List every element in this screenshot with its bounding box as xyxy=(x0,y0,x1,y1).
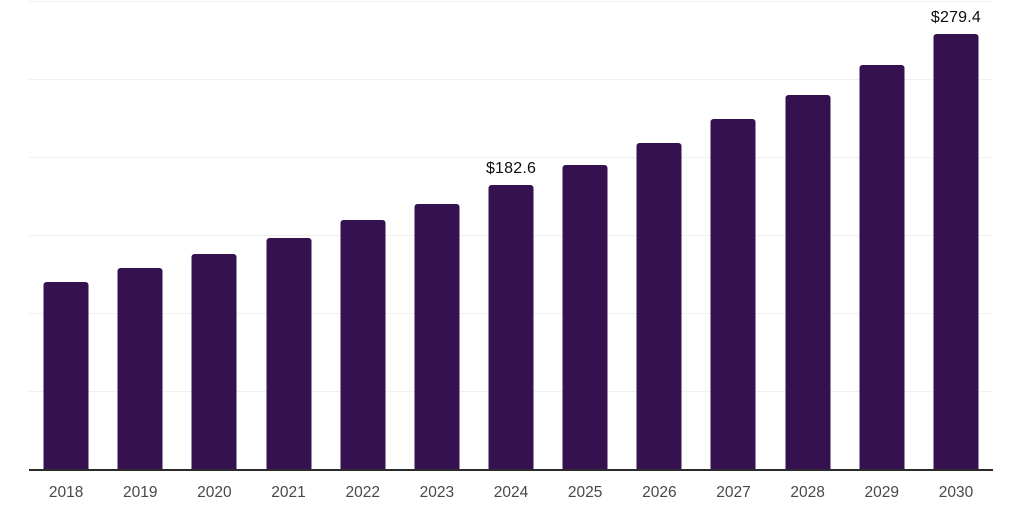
gridline-300 xyxy=(29,1,993,2)
band-2028 xyxy=(771,0,845,470)
band-2025 xyxy=(548,0,622,470)
band-2026 xyxy=(622,0,696,470)
band-2022 xyxy=(326,0,400,470)
band-2027 xyxy=(696,0,770,470)
x-tick-2028: 2028 xyxy=(790,484,825,501)
bar-2021 xyxy=(266,237,312,470)
band-2020 xyxy=(177,0,251,470)
gridline-250 xyxy=(29,79,993,80)
bar-2025 xyxy=(562,164,608,470)
band-2018 xyxy=(29,0,103,470)
x-tick-2024: 2024 xyxy=(493,484,529,501)
band-2024: $182.6 xyxy=(474,0,548,470)
x-axis-line xyxy=(29,469,993,471)
bar-2024 xyxy=(488,185,534,470)
x-axis-tick-labels: 2018 2019 2020 2021 2022 2023 2024 2025 2026 2027… xyxy=(29,470,993,512)
x-tick-2030: 2030 xyxy=(938,484,974,501)
bar-2023 xyxy=(414,204,460,470)
x-tick-2022: 2022 xyxy=(345,484,380,501)
bar-value-label-2030: $279.4 xyxy=(930,9,982,27)
bar-2026 xyxy=(636,143,682,470)
band-2021 xyxy=(251,0,325,470)
bar-2020 xyxy=(191,253,237,470)
band-2023 xyxy=(400,0,474,470)
bar-2028 xyxy=(785,94,831,470)
x-tick-2029: 2029 xyxy=(864,484,900,501)
bar-2029 xyxy=(859,65,905,470)
bars-container: $182.6 $279.4 xyxy=(29,0,993,470)
x-tick-2018: 2018 xyxy=(48,484,84,501)
x-tick-2027: 2027 xyxy=(716,484,751,501)
band-2030: $279.4 xyxy=(919,0,993,470)
plot-area: $182.6 $279.4 xyxy=(29,0,993,471)
x-tick-2023: 2023 xyxy=(419,484,455,501)
bar-2019 xyxy=(117,267,163,470)
x-tick-2025: 2025 xyxy=(567,484,603,501)
gridline-200 xyxy=(29,157,993,158)
bar-2030 xyxy=(933,34,979,470)
bar-value-label-2024: $182.6 xyxy=(485,160,537,178)
bar-2018 xyxy=(43,281,89,470)
x-tick-2020: 2020 xyxy=(197,484,232,501)
bar-2022 xyxy=(340,219,386,470)
x-tick-2019: 2019 xyxy=(122,484,158,501)
x-tick-2021: 2021 xyxy=(271,484,306,501)
band-2029 xyxy=(845,0,919,470)
bar-2027 xyxy=(710,119,756,470)
band-2019 xyxy=(103,0,177,470)
x-tick-2026: 2026 xyxy=(642,484,677,501)
